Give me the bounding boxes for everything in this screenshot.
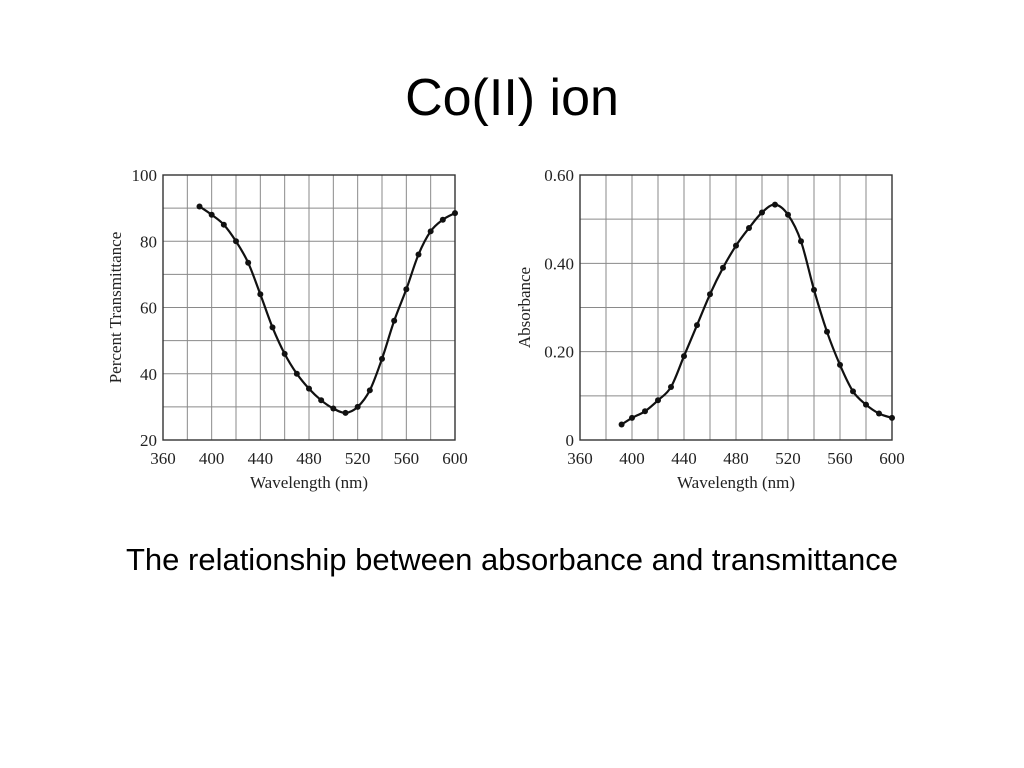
data-point: [415, 251, 422, 258]
slide-caption: The relationship between absorbance and …: [125, 542, 899, 577]
plot-frame: [579, 174, 893, 441]
y-tick-label: 0.40: [544, 254, 574, 273]
transmittance-chart: 360 400 440 480 520 560 600 20 40 60 80 100 Waveleng…: [106, 166, 468, 492]
x-tick-label: 360: [567, 449, 593, 468]
series-line: [198, 205, 456, 414]
data-point: [391, 317, 398, 324]
x-tick-label: 560: [394, 449, 420, 468]
x-tick-label: 600: [879, 449, 905, 468]
data-point: [257, 291, 264, 298]
y-axis-label: Percent Transmittance: [106, 232, 125, 384]
plot-frame: [162, 174, 456, 441]
y-tick-label: 80: [140, 232, 157, 251]
data-point: [707, 291, 713, 298]
data-point: [293, 370, 300, 377]
data-point: [720, 264, 726, 271]
data-point: [668, 384, 674, 390]
x-tick-label: 520: [345, 449, 371, 468]
x-tick-label: 520: [775, 449, 801, 468]
data-point: [318, 397, 325, 404]
data-point: [618, 421, 625, 428]
y-tick-label: 20: [140, 431, 157, 450]
data-point: [269, 324, 276, 331]
y-tick-label: 100: [132, 166, 158, 185]
y-tick-label: 0: [566, 431, 575, 450]
x-tick-label: 440: [248, 449, 273, 468]
data-point: [366, 387, 373, 394]
data-point: [403, 286, 410, 293]
data-point: [439, 216, 446, 223]
data-point: [824, 328, 830, 335]
x-tick-label: 400: [619, 449, 645, 468]
data-point: [863, 401, 869, 408]
data-point: [306, 385, 312, 392]
slide-title: Co(II) ion: [405, 69, 619, 127]
data-point: [233, 238, 239, 245]
series-line: [621, 203, 893, 426]
data-point: [785, 211, 791, 218]
data-point: [427, 228, 434, 235]
data-point: [876, 410, 882, 417]
data-point: [342, 409, 349, 416]
data-point: [220, 221, 227, 228]
data-point: [354, 403, 361, 410]
x-tick-label: 480: [296, 449, 322, 468]
x-tick-label: 560: [827, 449, 853, 468]
data-point: [330, 405, 337, 412]
y-tick-label: 40: [140, 365, 157, 384]
data-point: [746, 225, 752, 231]
y-axis-label: Absorbance: [515, 267, 534, 348]
x-tick-label: 480: [723, 449, 749, 468]
data-point: [811, 286, 817, 293]
y-tick-label: 60: [140, 299, 157, 318]
x-axis-label: Wavelength (nm): [677, 473, 795, 492]
data-point: [452, 210, 458, 217]
data-point: [681, 353, 687, 360]
data-point: [642, 408, 648, 415]
data-point: [837, 361, 843, 368]
data-point: [759, 209, 765, 216]
x-tick-label: 600: [442, 449, 468, 468]
x-tick-label: 440: [671, 449, 697, 468]
data-point: [208, 211, 215, 218]
data-point: [850, 388, 856, 395]
y-tick-label: 0.60: [544, 166, 574, 185]
data-point: [772, 201, 778, 208]
data-point: [733, 242, 739, 249]
data-point: [196, 203, 203, 210]
data-point: [694, 322, 700, 329]
data-point: [281, 350, 288, 357]
x-axis-label: Wavelength (nm): [250, 473, 368, 492]
data-point: [889, 414, 895, 421]
x-tick-label: 360: [150, 449, 176, 468]
data-point: [655, 397, 661, 404]
absorbance-chart: 360 400 440 480 520 560 600 0 0.20 0.40 0.60 Wavele…: [515, 166, 905, 492]
data-point: [629, 414, 635, 421]
x-tick-label: 400: [199, 449, 225, 468]
data-point: [798, 238, 804, 245]
y-tick-label: 0.20: [544, 343, 574, 362]
data-point: [245, 259, 252, 266]
data-point: [379, 355, 385, 362]
